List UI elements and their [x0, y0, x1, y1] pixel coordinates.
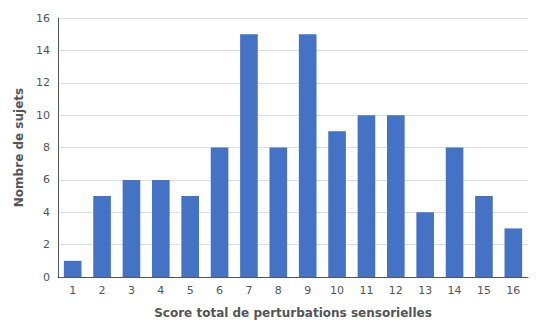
svg-text:4: 4: [157, 284, 164, 297]
svg-text:14: 14: [36, 44, 50, 57]
svg-text:11: 11: [359, 284, 373, 297]
svg-text:9: 9: [304, 284, 311, 297]
svg-text:7: 7: [245, 284, 252, 297]
svg-text:10: 10: [36, 109, 50, 122]
svg-text:2: 2: [99, 284, 106, 297]
svg-text:6: 6: [43, 173, 50, 186]
svg-text:13: 13: [418, 284, 432, 297]
svg-text:15: 15: [477, 284, 491, 297]
svg-text:8: 8: [275, 284, 282, 297]
svg-text:Score total de perturbations s: Score total de perturbations sensorielle…: [154, 306, 432, 320]
svg-text:6: 6: [216, 284, 223, 297]
svg-text:14: 14: [448, 284, 462, 297]
svg-text:5: 5: [187, 284, 194, 297]
svg-text:10: 10: [330, 284, 344, 297]
svg-text:8: 8: [43, 141, 50, 154]
svg-text:4: 4: [43, 206, 50, 219]
svg-text:0: 0: [43, 271, 50, 284]
svg-text:Nombre de sujets: Nombre de sujets: [12, 88, 26, 207]
svg-text:2: 2: [43, 238, 50, 251]
svg-text:3: 3: [128, 284, 135, 297]
svg-text:1: 1: [69, 284, 76, 297]
svg-text:16: 16: [36, 12, 50, 25]
svg-text:12: 12: [389, 284, 403, 297]
svg-text:12: 12: [36, 76, 50, 89]
svg-text:16: 16: [506, 284, 520, 297]
